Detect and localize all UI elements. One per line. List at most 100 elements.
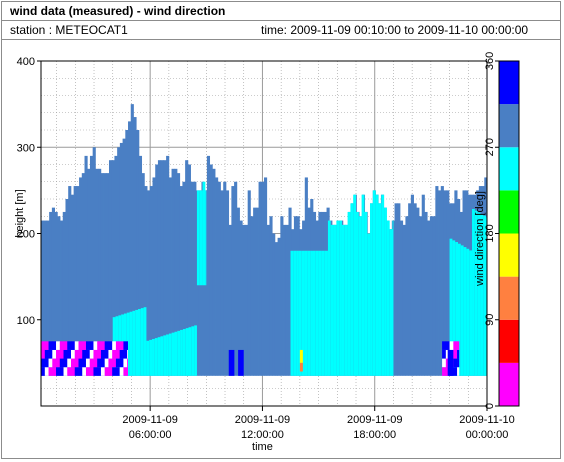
profile-column xyxy=(174,168,178,376)
orange-patch xyxy=(299,362,303,372)
profile-column xyxy=(70,194,75,376)
chart-title: wind data (measured) - wind direction xyxy=(10,4,226,18)
profile-column xyxy=(239,220,243,376)
cyan-direction-region xyxy=(356,211,359,376)
low-level-patch xyxy=(56,358,61,368)
low-level-patch xyxy=(85,349,91,359)
cyan-direction-region xyxy=(375,194,379,376)
low-level-patch xyxy=(74,358,79,368)
info-bar: station : METEOCAT1 time: 2009-11-09 00:… xyxy=(2,21,560,40)
colorbar-bin xyxy=(499,190,519,234)
profile-column xyxy=(283,224,287,376)
low-level-patch xyxy=(119,349,124,359)
cyan-direction-region xyxy=(171,332,175,376)
low-level-patch xyxy=(78,341,83,350)
low-level-patch xyxy=(67,349,72,359)
low-level-patch xyxy=(48,358,53,368)
profile-column xyxy=(168,177,172,376)
cyan-direction-region xyxy=(480,214,484,376)
profile-column xyxy=(92,147,96,376)
low-level-patch xyxy=(112,367,117,376)
profile-column xyxy=(60,220,64,376)
profile-column xyxy=(160,160,164,376)
low-level-patch xyxy=(115,358,120,368)
low-level-patch xyxy=(127,358,128,368)
cyan-direction-region xyxy=(457,243,461,376)
profile-column xyxy=(98,168,102,376)
cyan-direction-region xyxy=(389,229,393,376)
low-level-patch xyxy=(442,341,447,350)
low-level-patch xyxy=(82,349,87,359)
cyan-direction-region xyxy=(199,190,203,286)
cyan-direction-region xyxy=(460,245,464,376)
cyan-direction-region xyxy=(330,224,334,376)
profile-column xyxy=(166,155,170,376)
cyan-direction-region xyxy=(474,210,478,376)
cyan-direction-region xyxy=(194,325,197,376)
low-level-patch xyxy=(104,367,109,376)
y-tick-label: 400 xyxy=(17,56,35,68)
cyan-direction-region xyxy=(166,334,169,376)
profile-column xyxy=(179,186,183,376)
profile-column xyxy=(41,220,45,376)
cyan-direction-region xyxy=(312,250,316,376)
low-level-patch xyxy=(93,341,98,350)
cyan-direction-region xyxy=(452,240,456,376)
cyan-direction-region xyxy=(160,336,164,376)
colorbar-tick-label: 180 xyxy=(484,224,496,242)
low-level-patch xyxy=(119,358,124,368)
profile-column xyxy=(220,190,224,376)
low-level-patch xyxy=(449,341,454,350)
low-level-patch xyxy=(115,367,120,376)
colorbar-tick-label: 360 xyxy=(484,52,496,70)
cyan-direction-region xyxy=(370,203,373,376)
profile-column xyxy=(258,181,262,376)
low-level-patch xyxy=(56,341,61,350)
low-level-patch xyxy=(108,341,113,350)
low-level-patch xyxy=(442,367,447,376)
profile-column xyxy=(81,173,85,376)
profile-column xyxy=(435,186,439,376)
profile-column xyxy=(266,224,270,376)
cyan-direction-region xyxy=(293,250,297,376)
station-label: station : METEOCAT1 xyxy=(10,23,128,37)
cyan-direction-region xyxy=(180,329,183,376)
low-level-patch xyxy=(89,367,94,376)
profile-column xyxy=(261,181,265,376)
title-bar: wind data (measured) - wind direction xyxy=(2,2,560,21)
profile-column xyxy=(149,186,153,376)
colorbar-tick-label: 270 xyxy=(484,138,496,156)
x-tick-label-date: 2009-11-09 xyxy=(122,414,177,426)
cyan-direction-region xyxy=(182,329,186,376)
profile-column xyxy=(274,242,278,376)
profile-column xyxy=(117,147,121,376)
cyan-direction-region xyxy=(304,250,308,376)
profile-column xyxy=(147,190,151,376)
y-tick-label: 200 xyxy=(17,229,35,241)
low-level-patch xyxy=(100,367,105,376)
cyan-direction-region xyxy=(341,224,345,376)
profile-column xyxy=(253,207,257,376)
profile-column xyxy=(231,186,235,376)
cyan-direction-region xyxy=(138,309,141,376)
profile-column xyxy=(285,224,289,376)
low-level-patch xyxy=(48,349,53,359)
low-level-patch xyxy=(104,341,109,350)
low-level-patch xyxy=(108,349,113,359)
low-level-patch xyxy=(78,349,83,359)
cyan-direction-region xyxy=(386,220,390,376)
profile-column xyxy=(269,216,273,376)
profile-column xyxy=(157,160,162,376)
profile-column xyxy=(68,186,72,376)
profile-column xyxy=(79,177,83,376)
profile-column xyxy=(103,173,107,376)
low-level-patch xyxy=(63,341,68,350)
x-tick-label-time: 06:00:00 xyxy=(129,429,172,441)
y-tick-label: 100 xyxy=(17,315,35,327)
low-level-patch xyxy=(127,349,128,359)
cyan-direction-region xyxy=(347,211,351,376)
cyan-direction-region xyxy=(339,220,342,376)
profile-column xyxy=(432,216,436,376)
cyan-direction-region xyxy=(168,333,172,376)
